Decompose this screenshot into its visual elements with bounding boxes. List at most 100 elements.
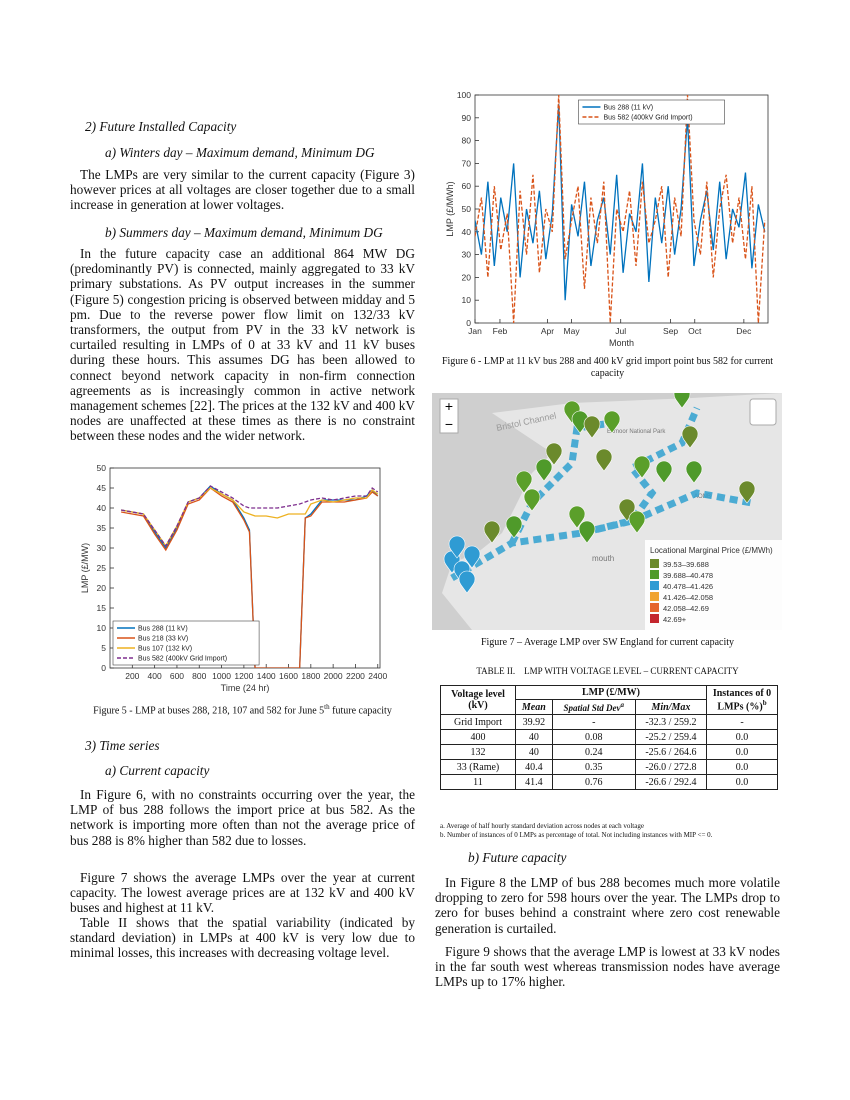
map-marker (673, 393, 691, 409)
x-tick-label: May (564, 326, 581, 336)
x-axis-label: Month (609, 338, 634, 348)
table-cell: 39.92 (515, 714, 553, 730)
layers-button[interactable] (749, 398, 777, 426)
legend-swatch (650, 581, 659, 590)
y-tick-label: 20 (462, 272, 472, 282)
x-tick-label: Oct (688, 326, 702, 336)
legend-swatch (650, 614, 659, 623)
table-caption: LMP WITH VOLTAGE LEVEL – CURRENT CAPACIT… (524, 666, 739, 676)
x-tick-label: Feb (493, 326, 508, 336)
y-tick-label: 5 (101, 643, 106, 653)
legend-label: 42.69+ (663, 615, 687, 624)
map-marker (458, 570, 476, 594)
table-cell: -32.3 / 259.2 (634, 714, 708, 730)
table-body: Grid Import 39.92- -32.3 / 259.2-400 40 0.08… (440, 714, 778, 790)
header-text: Spatial Std Dev (563, 703, 621, 713)
y-tick-label: 40 (462, 227, 472, 237)
figure-5-chart: 0 5 10 15 20 25 30 35 40 45 50 200 400 600 800 1000 1200… (80, 463, 387, 693)
x-tick-label: 600 (170, 671, 184, 681)
series-line (121, 485, 379, 548)
x-tick-label: 200 (125, 671, 139, 681)
legend-box (112, 620, 260, 666)
legend-label: Bus 288 (11 kV) (138, 626, 188, 633)
paragraph: In Figure 6, with no constraints occurri… (70, 787, 415, 848)
table-cell: 40 (515, 744, 553, 760)
header-cell: LMP (£/MW) (515, 685, 707, 700)
legend-label: 40.478–41.426 (663, 582, 713, 591)
paragraph: Table II shows that the spatial variabil… (70, 915, 415, 961)
table-row: 11 41.4 0.76 -26.6 / 292.4 0.0 (440, 774, 778, 790)
table-cell: -25.6 / 264.6 (634, 744, 708, 760)
map-marker (463, 545, 481, 569)
legend-swatch (650, 570, 659, 579)
y-tick-label: 60 (462, 181, 472, 191)
table-note: b. Number of instances of 0 LMPs as perc… (440, 831, 713, 839)
caption: Figure 5 - LMP at buses 288, 218, 107 an… (70, 701, 415, 717)
figure-6-chart: 0 10 20 30 40 50 60 70 80 90 100 Jan Feb Apr May Jul Sep… (445, 90, 769, 348)
caption-text: future capacity (329, 705, 392, 717)
legend-swatch (650, 592, 659, 601)
legend-swatch (650, 559, 659, 568)
header-cell: Mean (515, 699, 553, 715)
y-tick-label: 80 (462, 136, 472, 146)
paragraph: Figure 7 shows the average LMPs over the… (70, 870, 415, 916)
table-cell: 0.76 (551, 774, 636, 790)
legend-label: 39.53–39.688 (663, 560, 709, 569)
legend-swatch (650, 603, 659, 612)
map-label: mouth (592, 554, 614, 563)
legend-label: 41.426–42.058 (663, 593, 713, 602)
table-number: TABLE II. (476, 666, 516, 676)
x-tick-label: 1000 (212, 671, 231, 681)
table-cell: -26.0 / 272.8 (634, 759, 708, 775)
zoom-in[interactable]: + (445, 398, 453, 414)
table-cell: 0.08 (551, 729, 636, 745)
zoom-out[interactable]: − (445, 416, 453, 432)
legend-title: Locational Marginal Price (£/MWh) (650, 546, 773, 555)
table-cell: 132 (440, 744, 516, 760)
x-tick-label: Jan (468, 326, 482, 336)
table-note: a. Average of half hourly standard devia… (440, 822, 644, 830)
y-tick-label: 90 (462, 113, 472, 123)
y-tick-label: 15 (97, 603, 107, 613)
table-cell: - (706, 714, 778, 730)
map-marker (578, 520, 596, 544)
table-header: Mean Spatial Std Deva Min/Max (441, 699, 778, 715)
map-label: Exmoor National Park (607, 429, 666, 435)
map-marker (633, 455, 651, 479)
table-cell: -26.6 / 292.4 (634, 774, 708, 790)
x-tick-label: Jul (615, 326, 626, 336)
x-tick-label: 2200 (346, 671, 365, 681)
map-marker (568, 505, 586, 529)
series-line (475, 104, 766, 301)
x-tick-label: 2400 (368, 671, 387, 681)
table: Voltage level (kV) LMP (£/MW) Instances … (440, 685, 778, 790)
map-marker (583, 415, 601, 439)
map-marker (448, 535, 466, 559)
map-marker (483, 520, 501, 544)
y-tick-label: 45 (97, 483, 107, 493)
map-marker (523, 488, 541, 512)
table-cell: 0.24 (551, 744, 636, 760)
table-cell: Grid Import (440, 714, 516, 730)
table-cell: 0.0 (706, 729, 778, 745)
map-marker (628, 510, 646, 534)
legend-label: Bus 582 (400kV Grid Import) (603, 115, 692, 122)
table-cell: 11 (440, 774, 516, 790)
caption-sup: th (324, 703, 330, 711)
map: Bristol Channel Exmoor National Park AON… (432, 393, 782, 630)
caption: Figure 6 - LMP at 11 kV bus 288 and 400 … (441, 356, 774, 379)
legend-label: Bus 218 (33 kV) (138, 636, 188, 643)
x-tick-label: 1200 (234, 671, 253, 681)
table-header: Voltage level (kV) LMP (£/MW) Instances … (440, 685, 778, 715)
legend-box (578, 99, 725, 125)
subheading: a) Current capacity (105, 763, 210, 778)
map-marker (515, 470, 533, 494)
map-label: AONB (694, 494, 711, 500)
header-cell: Instances of 0 LMPs (%)b (706, 685, 778, 715)
y-axis-label: LMP (£/MWh) (445, 181, 455, 236)
y-tick-label: 0 (101, 663, 106, 673)
y-axis-label: LMP (£/MW) (80, 543, 90, 593)
table-cell: 40.4 (515, 759, 553, 775)
table-cell: 0.35 (551, 759, 636, 775)
markers (443, 393, 756, 594)
